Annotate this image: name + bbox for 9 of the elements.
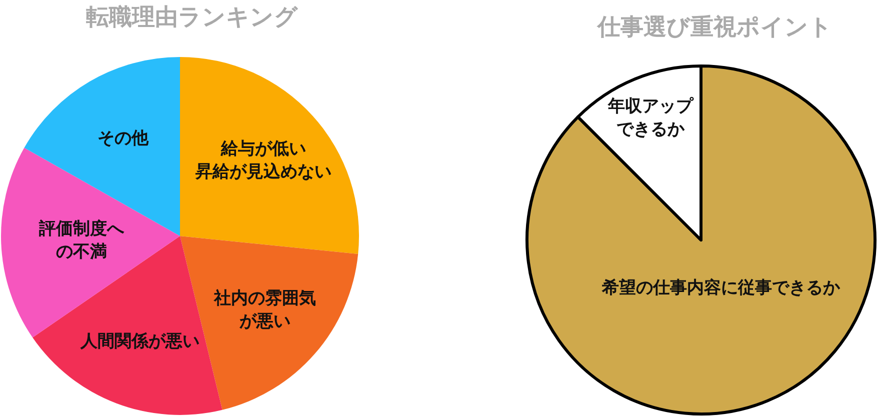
slice-label: その他	[98, 128, 150, 149]
chart-title: 転職理由ランキング	[86, 4, 299, 30]
slice-label: 評価制度への不満	[38, 218, 126, 262]
slice-label: 希望の仕事内容に従事できるか	[600, 278, 841, 298]
chart-title: 仕事選び重視ポイント	[596, 14, 832, 40]
slice-label: 給与が低い昇給が見込めない	[194, 138, 332, 182]
slice-label: 年収アップできるか	[606, 96, 694, 140]
slice-label: 社内の雰囲気が悪い	[213, 288, 316, 332]
slice-label: 人間関係が悪い	[79, 331, 200, 352]
